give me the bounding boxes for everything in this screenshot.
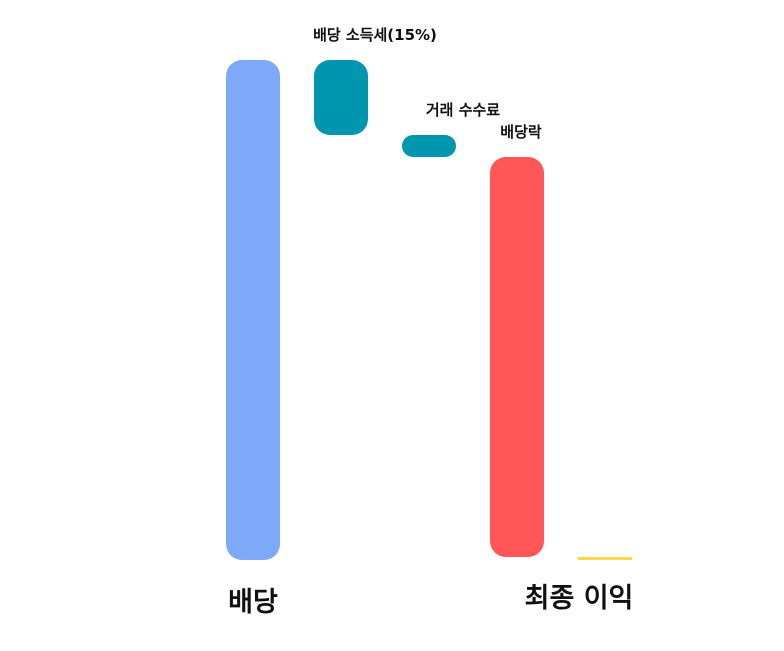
bar-label-1: 배당 소득세(15%) bbox=[313, 26, 437, 44]
bar-label-4: 최종 이익 bbox=[525, 583, 634, 614]
bar-label-0: 배당 bbox=[228, 587, 278, 618]
bar-1 bbox=[314, 60, 368, 135]
bar-2 bbox=[402, 135, 456, 157]
bar-label-3: 배당락 bbox=[500, 123, 542, 141]
bar-4 bbox=[578, 557, 632, 560]
bar-3 bbox=[490, 157, 544, 557]
bar-label-2: 거래 수수료 bbox=[426, 101, 500, 119]
bar-0 bbox=[226, 60, 280, 560]
